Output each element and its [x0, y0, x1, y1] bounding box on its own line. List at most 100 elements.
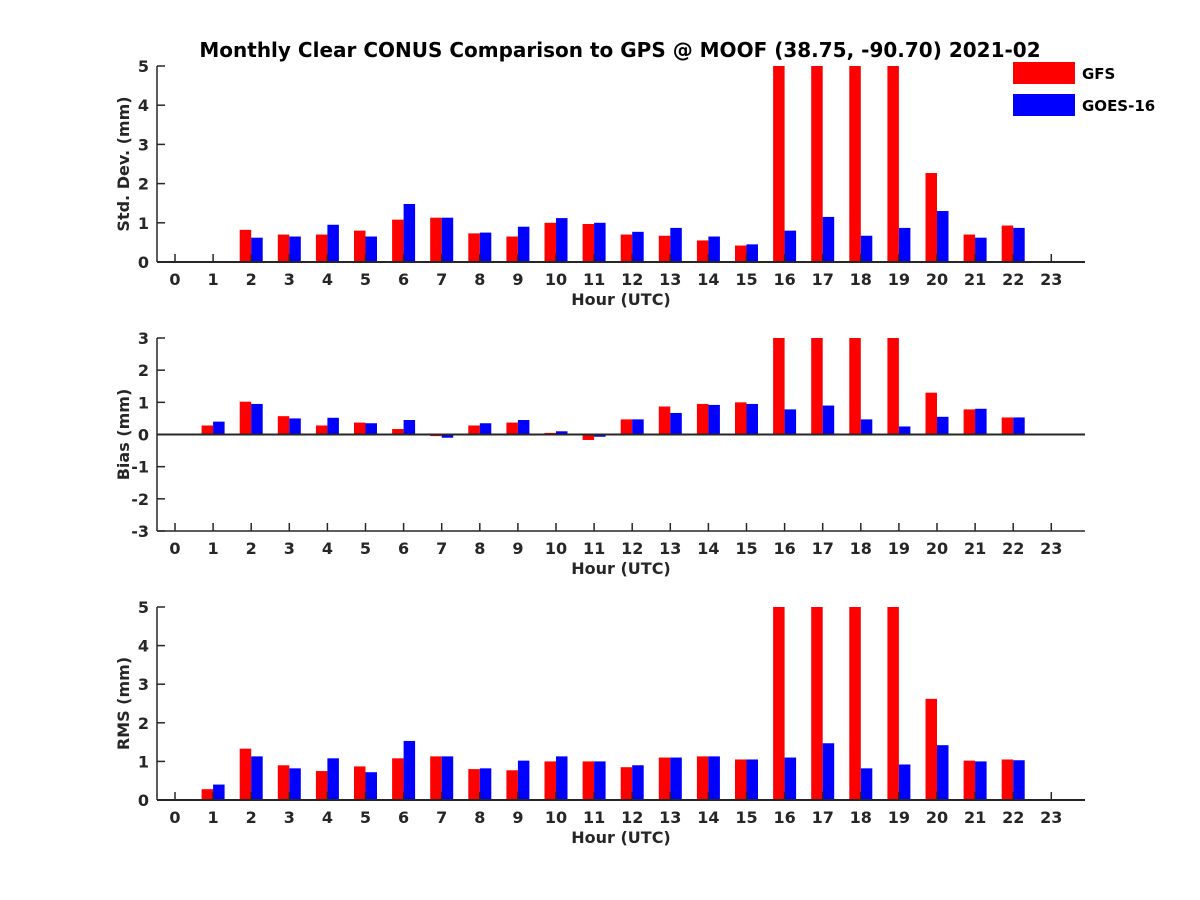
- bar-gfs-hour-12: [620, 234, 633, 262]
- bar-gfs-hour-20: [925, 173, 937, 262]
- bar-goes16-hour-16: [784, 757, 797, 800]
- bar-gfs-hour-3: [277, 416, 290, 435]
- x-tick-label: 23: [1040, 270, 1062, 289]
- bar-goes16-hour-12: [632, 765, 644, 800]
- bar-gfs-hour-2: [239, 229, 252, 262]
- x-tick-label: 4: [322, 808, 333, 827]
- x-tick-label: 0: [169, 270, 180, 289]
- bar-goes16-hour-17: [822, 405, 835, 435]
- bar-gfs-hour-11: [582, 223, 595, 262]
- x-tick-label: 3: [284, 539, 295, 558]
- legend-swatch-goes16: [1013, 94, 1075, 116]
- bar-goes16-hour-11: [594, 222, 606, 262]
- bar-gfs-hour-12: [620, 419, 633, 435]
- x-tick-label: 1: [208, 539, 219, 558]
- x-tick-label: 19: [888, 270, 910, 289]
- bar-goes16-hour-6: [403, 420, 416, 435]
- bar-gfs-hour-5: [354, 422, 366, 435]
- bar-goes16-hour-22: [1013, 417, 1025, 435]
- x-tick-label: 2: [246, 270, 257, 289]
- bar-goes16-hour-9: [517, 420, 530, 435]
- x-tick-label: 1: [208, 808, 219, 827]
- x-tick-label: 7: [436, 539, 447, 558]
- bar-gfs-hour-6: [392, 429, 404, 435]
- x-axis-label: Hour (UTC): [571, 559, 671, 578]
- bar-goes16-hour-13: [670, 227, 682, 262]
- bar-gfs-hour-9: [506, 770, 518, 800]
- bar-gfs-hour-12: [620, 767, 633, 800]
- x-axis-label: Hour (UTC): [571, 828, 671, 847]
- x-tick-label: 20: [926, 539, 948, 558]
- bar-goes16-hour-3: [289, 418, 301, 435]
- y-tick-label: 2: [138, 361, 149, 380]
- y-axis-label: Bias (mm): [114, 389, 133, 481]
- x-tick-label: 17: [812, 539, 834, 558]
- bar-gfs-hour-14: [696, 403, 709, 435]
- x-tick-label: 23: [1040, 808, 1062, 827]
- x-tick-label: 11: [583, 808, 605, 827]
- bar-gfs-hour-9: [506, 422, 518, 435]
- bar-gfs-hour-1: [201, 425, 214, 435]
- x-tick-label: 14: [697, 270, 719, 289]
- x-tick-label: 1: [208, 270, 219, 289]
- bar-goes16-hour-12: [632, 231, 644, 262]
- bar-gfs-hour-18: [849, 66, 861, 262]
- bar-gfs-hour-4: [315, 234, 328, 262]
- x-tick-label: 18: [850, 539, 872, 558]
- x-tick-label: 13: [659, 808, 681, 827]
- bar-gfs-hour-16: [773, 607, 785, 800]
- bar-gfs-hour-13: [658, 235, 671, 262]
- y-tick-label: 0: [138, 426, 149, 445]
- bar-goes16-hour-6: [403, 203, 416, 262]
- bar-goes16-hour-16: [784, 230, 797, 262]
- x-tick-label: 17: [812, 270, 834, 289]
- legend-swatch-gfs: [1013, 62, 1075, 84]
- bar-goes16-hour-13: [670, 412, 682, 435]
- bar-gfs-hour-1: [201, 789, 214, 800]
- bar-goes16-hour-2: [251, 237, 263, 262]
- bar-goes16-hour-14: [708, 236, 720, 262]
- bar-goes16-hour-5: [365, 423, 377, 435]
- y-tick-label: 3: [138, 329, 149, 348]
- bar-gfs-hour-16: [773, 338, 785, 435]
- y-tick-label: 1: [138, 393, 149, 412]
- bar-goes16-hour-5: [365, 772, 377, 800]
- bar-gfs-hour-22: [1001, 417, 1014, 435]
- bar-goes16-hour-19: [898, 227, 911, 262]
- x-tick-label: 5: [360, 539, 371, 558]
- bar-goes16-hour-18: [860, 419, 873, 435]
- bar-gfs-hour-22: [1001, 759, 1014, 800]
- x-tick-label: 4: [322, 539, 333, 558]
- x-tick-label: 6: [398, 270, 409, 289]
- y-tick-label: 2: [138, 714, 149, 733]
- bar-gfs-hour-6: [392, 219, 404, 262]
- bar-gfs-hour-21: [963, 234, 976, 262]
- bar-gfs-hour-13: [658, 406, 671, 435]
- bar-goes16-hour-22: [1013, 760, 1025, 800]
- x-tick-label: 0: [169, 808, 180, 827]
- bar-goes16-hour-15: [746, 244, 758, 262]
- x-tick-label: 17: [812, 808, 834, 827]
- bar-gfs-hour-4: [315, 771, 328, 800]
- bar-gfs-hour-17: [811, 66, 823, 262]
- x-tick-label: 10: [545, 539, 567, 558]
- bar-gfs-hour-20: [925, 392, 937, 435]
- bar-gfs-hour-3: [277, 234, 290, 262]
- y-tick-label: 4: [138, 637, 149, 656]
- y-tick-label: 3: [138, 135, 149, 154]
- bar-goes16-hour-2: [251, 756, 263, 800]
- bar-goes16-hour-11: [594, 761, 606, 800]
- x-tick-label: 21: [964, 270, 986, 289]
- bar-gfs-hour-8: [468, 769, 480, 800]
- legend-label-gfs: GFS: [1082, 65, 1115, 83]
- x-tick-label: 7: [436, 270, 447, 289]
- bar-goes16-hour-4: [327, 417, 339, 435]
- bar-gfs-hour-11: [582, 434, 595, 440]
- bar-goes16-hour-9: [517, 226, 530, 262]
- bar-goes16-hour-21: [975, 761, 987, 800]
- x-tick-label: 16: [773, 539, 795, 558]
- x-tick-label: 20: [926, 270, 948, 289]
- x-tick-label: 13: [659, 270, 681, 289]
- bar-gfs-hour-17: [811, 338, 823, 435]
